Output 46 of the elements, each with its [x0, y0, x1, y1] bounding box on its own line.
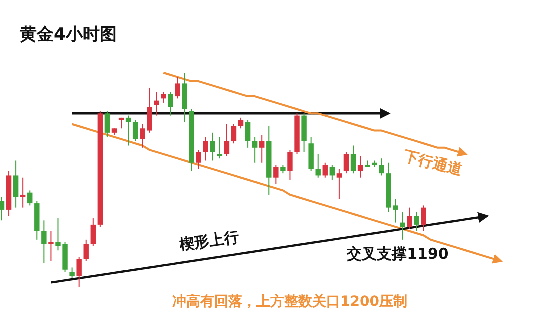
candlestick [400, 212, 406, 240]
candlestick [344, 152, 350, 174]
candlestick [90, 218, 96, 247]
candlestick [358, 156, 364, 178]
candlestick [260, 134, 265, 164]
candlestick [161, 92, 166, 104]
candlestick [210, 132, 216, 162]
candlestick [28, 190, 33, 206]
candlestick [13, 160, 19, 208]
candlestick [104, 111, 110, 138]
candlestick [336, 168, 342, 200]
candlestick [126, 115, 132, 146]
candlestick [231, 124, 237, 144]
candlestick [154, 92, 160, 116]
candlestick [274, 164, 279, 185]
candlestick [421, 205, 426, 232]
candlestick [330, 164, 336, 180]
text: 冲高有回落，上方整数关口1200压制 [172, 293, 408, 310]
candlestick [379, 158, 384, 176]
annotation: 楔形上行 [177, 228, 240, 254]
candlestick [196, 150, 202, 170]
candlestick [414, 212, 420, 232]
candlestick [238, 117, 244, 130]
candlestick [316, 154, 321, 178]
candlestick [76, 256, 82, 288]
candlestick [252, 136, 258, 164]
candlestick [168, 92, 174, 116]
annotation: 交叉支撑1190 [346, 245, 449, 263]
candlestick [224, 124, 230, 157]
candlestick [147, 87, 152, 134]
candlestick [350, 145, 356, 174]
annotation: 下行通道 [400, 146, 466, 180]
candlestick [140, 124, 146, 148]
candlestick [84, 239, 89, 262]
candlestick [132, 120, 138, 142]
candlestick [70, 267, 75, 279]
candlestick [48, 230, 54, 262]
chart-title: 黄金4小时图 [19, 25, 117, 45]
candlestick [175, 76, 180, 100]
candlestick [0, 196, 5, 222]
candlestick [203, 136, 208, 162]
candlestick [407, 207, 412, 230]
candlestick [322, 162, 328, 178]
candlestick [42, 220, 47, 264]
candlestick [288, 150, 293, 180]
candlestick [245, 120, 251, 148]
